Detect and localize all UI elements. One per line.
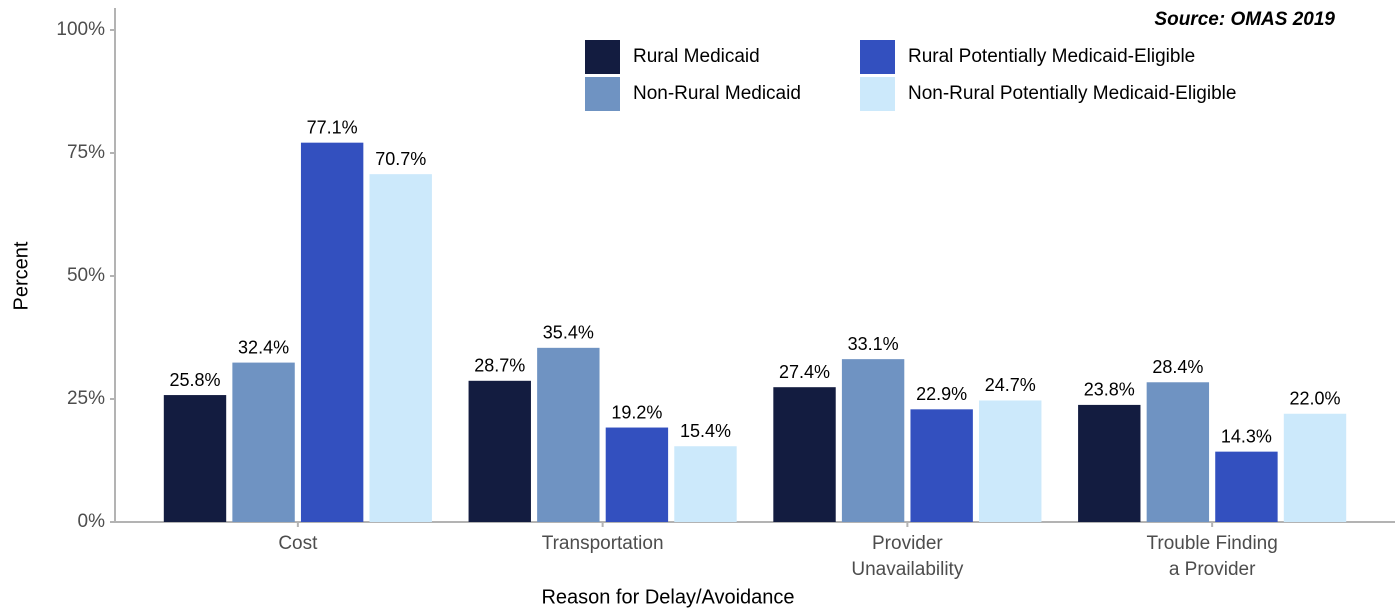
legend-label: Non-Rural Potentially Medicaid-Eligible <box>908 83 1236 104</box>
legend-label: Rural Medicaid <box>633 46 760 67</box>
value-label: 23.8% <box>1084 380 1135 400</box>
bar <box>773 387 836 522</box>
y-tick-label: 75% <box>67 142 105 163</box>
bar <box>910 409 973 522</box>
y-axis-label: Percent <box>10 241 32 310</box>
bar <box>674 446 737 522</box>
value-label: 24.7% <box>985 375 1036 395</box>
value-label: 22.9% <box>916 384 967 404</box>
x-tick-label: Transportation <box>542 533 664 554</box>
bar <box>979 400 1042 522</box>
value-label: 35.4% <box>543 323 594 343</box>
bar <box>1078 404 1141 522</box>
bar <box>232 362 295 522</box>
value-label: 22.0% <box>1289 389 1340 409</box>
value-label: 15.4% <box>680 421 731 441</box>
x-tick-label: Trouble Finding a Provider <box>1146 533 1277 580</box>
legend-label: Non-Rural Medicaid <box>633 83 801 104</box>
bar <box>1283 413 1347 522</box>
y-tick-label: 50% <box>67 265 105 286</box>
bar <box>300 142 364 522</box>
legend-swatch <box>585 77 620 111</box>
legend-label: Rural Potentially Medicaid-Eligible <box>908 46 1195 67</box>
value-label: 32.4% <box>238 337 289 357</box>
bar <box>605 427 669 522</box>
legend-swatch <box>860 40 895 74</box>
bar <box>369 174 432 522</box>
legend-swatch <box>585 40 620 74</box>
bar <box>841 359 905 522</box>
value-label: 70.7% <box>375 149 426 169</box>
bar <box>1215 451 1278 522</box>
bar <box>1146 382 1210 522</box>
value-label: 28.7% <box>474 356 525 376</box>
y-tick-label: 25% <box>67 388 105 409</box>
value-label: 77.1% <box>307 117 358 137</box>
value-label: 33.1% <box>848 334 899 354</box>
source-annotation: Source: OMAS 2019 <box>1154 9 1335 30</box>
value-label: 28.4% <box>1152 357 1203 377</box>
value-label: 19.2% <box>611 402 662 422</box>
bar <box>163 395 227 522</box>
x-tick-label: Provider Unavailability <box>851 533 963 580</box>
value-label: 14.3% <box>1221 426 1272 446</box>
value-label: 27.4% <box>779 362 830 382</box>
value-label: 25.8% <box>169 370 220 390</box>
legend-swatch <box>860 77 895 111</box>
bar <box>468 380 531 522</box>
y-tick-label: 0% <box>78 511 106 532</box>
y-tick-label: 100% <box>56 19 105 40</box>
x-tick-label: Cost <box>278 533 318 554</box>
x-axis-label: Reason for Delay/Avoidance <box>541 586 794 608</box>
bar <box>537 347 600 522</box>
